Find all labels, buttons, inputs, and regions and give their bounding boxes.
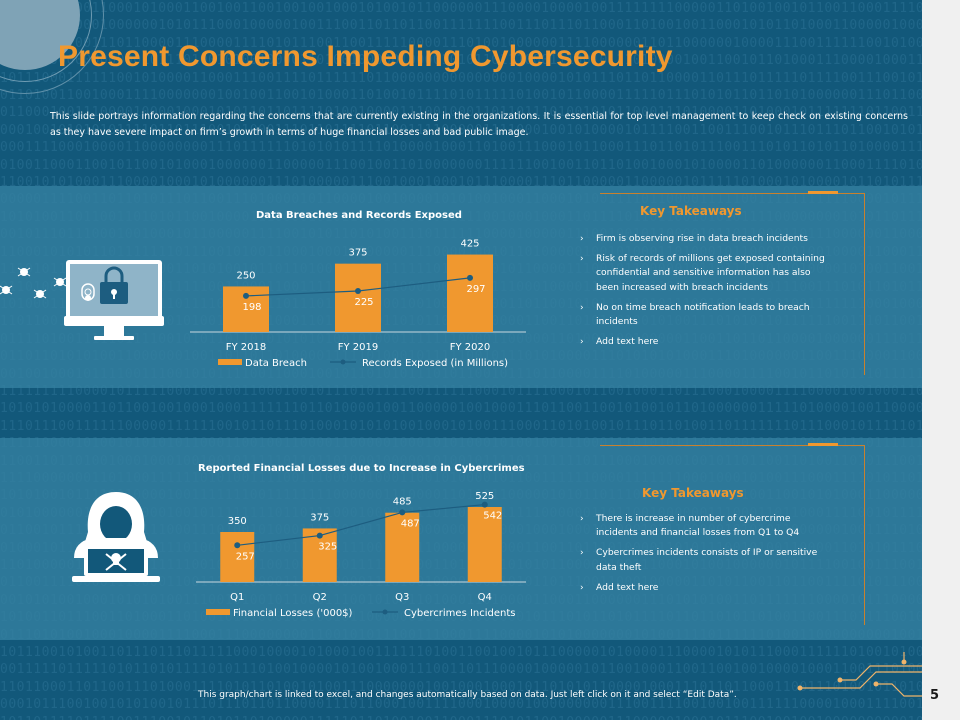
circuit-lines-decoration (797, 652, 922, 697)
takeaways2-accent-tab (808, 443, 838, 446)
line-value-label: 198 (242, 302, 261, 313)
takeaways2-list: › There is increase in number of cybercri… (578, 512, 828, 601)
line-point (399, 509, 406, 516)
bar (335, 263, 381, 332)
takeaways2-title: Key Takeaways (642, 486, 744, 500)
list-item: › There is increase in number of cybercri… (580, 513, 800, 539)
line-point (234, 542, 241, 549)
legend-swatch-bar (206, 609, 230, 615)
page-number: 5 (930, 688, 940, 703)
chart2-title: Reported Financial Losses due to Increas… (198, 463, 525, 474)
x-tick-label: FY 2018 (226, 342, 267, 353)
takeaways1-side-line (864, 193, 865, 375)
right-margin-strip (922, 0, 960, 720)
takeaways2-side-line (864, 445, 865, 625)
line-point (481, 501, 488, 508)
section-band-financial-losses (0, 438, 922, 640)
line-value-label: 225 (354, 297, 373, 308)
series-line (237, 503, 485, 546)
bar-value-label: 375 (348, 248, 367, 259)
bar-value-label: 375 (310, 512, 329, 523)
line-point (316, 532, 323, 539)
x-tick-label: FY 2019 (338, 342, 379, 353)
legend-label: Records Exposed (in Millions) (362, 358, 508, 369)
legend-swatch-point (382, 609, 388, 615)
list-item: › Risk of records of millions get exposed… (580, 253, 825, 293)
chart1-title: Data Breaches and Records Exposed (256, 210, 462, 221)
x-tick-label: FY 2020 (450, 342, 491, 353)
slide-description: This slide portrays information regardin… (50, 111, 908, 138)
legend-label: Data Breach (245, 358, 307, 369)
takeaways1-accent-tab (808, 191, 838, 194)
list-item: › Cybercrimes incidents consists of IP or… (580, 547, 818, 573)
line-value-label: 542 (483, 511, 502, 522)
bar (220, 532, 255, 582)
legend-swatch-point (340, 359, 346, 365)
line-value-label: 257 (236, 551, 255, 562)
footer-note: This graph/chart is linked to excel, and… (198, 690, 737, 700)
bar-value-label: 525 (475, 491, 494, 502)
chart2-financial-losses: 350 Q1 375 Q2 485 Q3 525 Q4 257 325 487 542 Financia… (196, 491, 526, 619)
takeaways2-top-line (600, 445, 865, 446)
line-value-label: 325 (318, 542, 337, 553)
line-point (355, 288, 361, 294)
list-item: › Add text here (580, 581, 659, 593)
page-title: Present Concerns Impeding Cybersecurity (58, 40, 673, 73)
bar-value-label: 350 (228, 516, 247, 527)
bar (447, 254, 493, 332)
computer-lock-bugs-icon (0, 260, 164, 340)
x-tick-label: Q4 (478, 592, 492, 603)
line-value-label: 297 (466, 284, 485, 295)
legend-label: Cybercrimes Incidents (404, 608, 516, 619)
list-item: › Add text here (580, 336, 659, 348)
line-value-label: 487 (401, 518, 420, 529)
x-tick-label: Q3 (395, 592, 409, 603)
legend-label: Financial Losses ('000$) (233, 608, 353, 619)
line-point (467, 274, 473, 281)
bar-value-label: 485 (393, 497, 412, 508)
line-point (243, 292, 249, 299)
hacker-laptop-icon (72, 492, 160, 582)
bar-value-label: 425 (460, 239, 479, 250)
x-tick-label: Q1 (230, 592, 244, 603)
takeaways1-title: Key Takeaways (640, 204, 742, 218)
takeaways1-top-line (600, 193, 865, 194)
takeaways1-list: › Firm is observing rise in data breach i… (578, 232, 828, 355)
bar (385, 512, 420, 582)
chart1-data-breaches: 250 FY 2018 375 FY 2019 425 FY 2020 198 225 297 D… (190, 239, 526, 369)
bar-value-label: 250 (236, 270, 255, 281)
x-tick-label: Q2 (313, 592, 327, 603)
bar (467, 507, 502, 582)
list-item: › Firm is observing rise in data breach i… (580, 233, 808, 244)
list-item: › No on time breach notification leads to… (580, 301, 810, 328)
slide: 0100010110011000101000110010011001001001… (0, 0, 922, 720)
legend-swatch-bar (218, 359, 242, 365)
